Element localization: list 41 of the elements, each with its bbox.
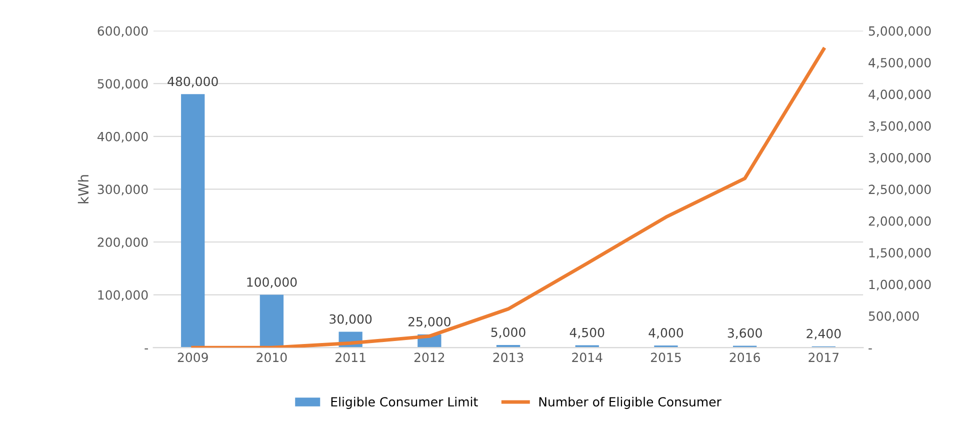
y-tick-label: 600,000 <box>98 26 148 37</box>
data-label: 4,000 <box>648 328 684 339</box>
legend-label: Number of Eligible Consumer <box>539 396 722 409</box>
y-tick-label: 200,000 <box>98 237 148 248</box>
y2-tick-label: 1,500,000 <box>869 248 931 259</box>
y2-tick-label: 500,000 <box>868 311 919 322</box>
x-tick-label: 2015 <box>650 352 681 362</box>
x-tick-label: 2010 <box>256 352 287 362</box>
y2-tick-label: 2,500,000 <box>868 184 931 196</box>
x-tick-label: 2013 <box>493 352 524 362</box>
x-tick-label: 2017 <box>808 352 839 362</box>
bar <box>260 294 284 348</box>
y2-tick-label: 3,000,000 <box>868 152 931 164</box>
y-tick-label: 500,000 <box>98 79 148 90</box>
y2-tick-label: 1,000,000 <box>869 280 931 290</box>
y-tick-label: 300,000 <box>98 184 148 196</box>
data-label: 4,500 <box>570 328 604 339</box>
y2-tick-label: 5,000,000 <box>868 26 931 37</box>
x-tick-label: 2012 <box>414 352 444 362</box>
data-label: 25,000 <box>408 316 450 328</box>
bar <box>181 94 205 348</box>
x-tick-label: 2011 <box>336 352 366 362</box>
data-label: 100,000 <box>247 277 297 288</box>
x-tick-label: 2016 <box>730 352 760 362</box>
data-label: 480,000 <box>168 76 218 88</box>
y2-tick-label: - <box>868 348 872 350</box>
data-label: 5,000 <box>491 328 526 338</box>
data-label: 2,400 <box>806 328 841 340</box>
data-label: 30,000 <box>330 314 372 326</box>
y2-tick-label: 4,500,000 <box>868 58 931 69</box>
y-axis-title: kWh <box>78 175 88 204</box>
y-tick-label: 400,000 <box>98 132 148 143</box>
y2-tick-label: 2,000,000 <box>868 216 931 228</box>
y2-tick-label: 4,000,000 <box>868 90 931 100</box>
x-tick-label: 2009 <box>178 352 208 362</box>
y-tick-label: 100,000 <box>98 290 148 301</box>
y2-tick-label: 3,500,000 <box>868 121 931 132</box>
data-label: 3,600 <box>728 328 762 339</box>
legend-label: Eligible Consumer Limit <box>331 396 478 409</box>
x-tick-label: 2014 <box>572 352 602 362</box>
y-tick-label: - <box>144 348 148 350</box>
